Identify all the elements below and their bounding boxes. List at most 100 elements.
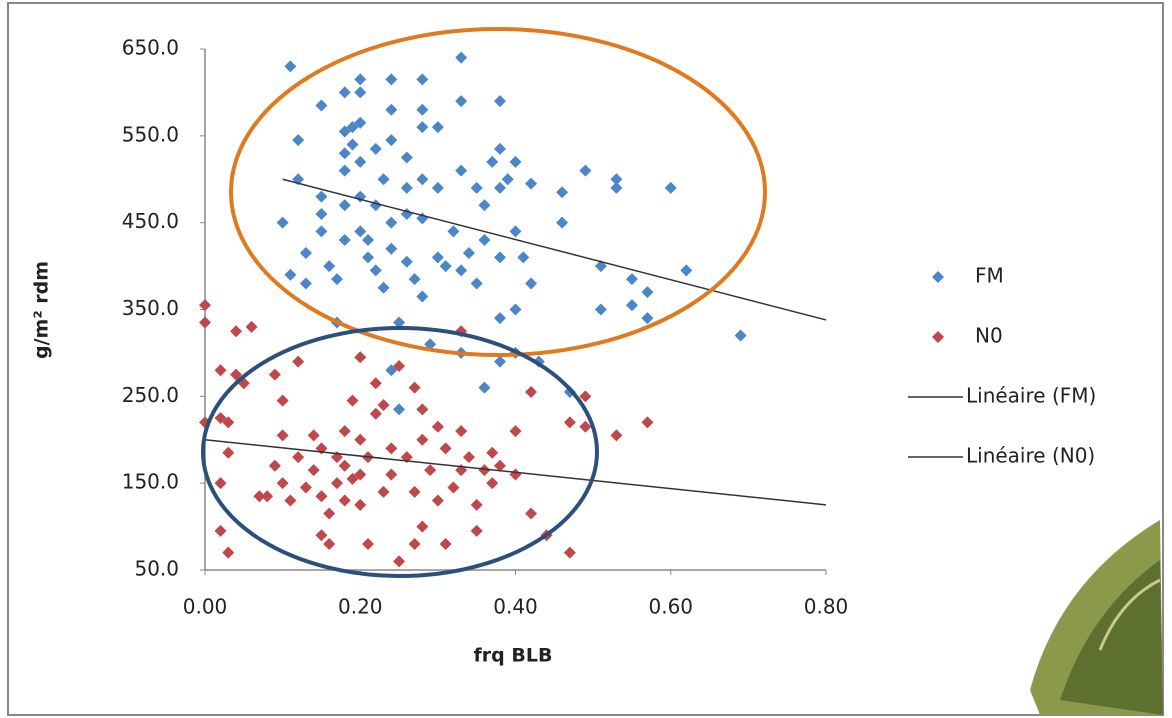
point [431,494,444,507]
point [447,481,460,494]
point [323,260,336,273]
point [354,468,367,481]
legend-label: N0 [975,324,1003,348]
point [214,477,227,490]
point [385,216,398,229]
point [470,277,483,290]
point [346,472,359,485]
point [385,134,398,147]
point [299,277,312,290]
point [385,442,398,455]
point [416,121,429,134]
point [230,368,243,381]
point [509,303,522,316]
point [268,459,281,472]
point [610,173,623,186]
point [338,425,351,438]
point [292,134,305,147]
point [517,251,530,264]
point [385,103,398,116]
point [416,520,429,533]
x-tick-label: 0.40 [493,595,538,619]
point [525,385,538,398]
x-axis-title: frq BLB [474,645,553,667]
point [346,138,359,151]
point [610,181,623,194]
point [439,537,452,550]
point [393,359,406,372]
y-tick-label: 650.0 [122,36,179,60]
y-tick-label: 50.0 [134,557,179,581]
legend-marker [932,331,944,343]
point [369,407,382,420]
point [385,242,398,255]
point [408,273,421,286]
point [369,264,382,277]
point [493,95,506,108]
point [486,477,499,490]
point [431,121,444,134]
point [354,86,367,99]
point [501,173,514,186]
point [509,155,522,168]
y-tick-label: 250.0 [122,383,179,407]
point [509,225,522,238]
point [330,273,343,286]
point [214,364,227,377]
point [338,199,351,212]
point [478,381,491,394]
point [416,403,429,416]
point [222,546,235,559]
point [625,273,638,286]
point [299,247,312,260]
point [455,51,468,64]
x-tick-label: 0.60 [648,595,693,619]
point [393,316,406,329]
point [680,264,693,277]
point [493,251,506,264]
point [400,181,413,194]
point [338,164,351,177]
point [276,216,289,229]
point [292,355,305,368]
point [385,73,398,86]
y-tick-label: 450.0 [122,209,179,233]
point [362,251,375,264]
point [447,225,460,238]
point [525,177,538,190]
point [369,377,382,390]
point [323,537,336,550]
point [493,312,506,325]
point [408,537,421,550]
legend-label: FM [975,264,1004,288]
point [478,464,491,477]
point [338,234,351,247]
point [292,451,305,464]
highlight-ellipse [201,326,599,578]
point [338,459,351,472]
point [393,555,406,568]
point [346,121,359,134]
point [222,446,235,459]
point [284,60,297,73]
point [408,381,421,394]
point [610,429,623,442]
point [377,173,390,186]
point [214,524,227,537]
point [276,429,289,442]
point [276,394,289,407]
point [455,425,468,438]
legend-label: Linéaire (FM) [966,384,1096,408]
point [315,225,328,238]
point [253,490,266,503]
point [377,281,390,294]
point [199,299,211,312]
point [377,399,390,412]
point [625,299,638,312]
point [362,537,375,550]
point [315,207,328,220]
point [408,485,421,498]
point [416,103,429,116]
point [431,251,444,264]
